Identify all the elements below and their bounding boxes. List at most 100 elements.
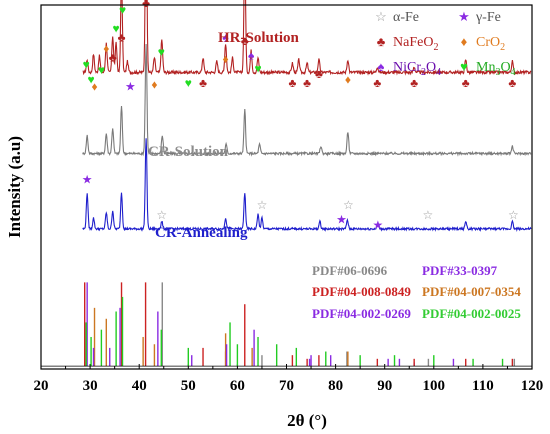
phase-marker: ♥	[254, 61, 261, 75]
phase-marker: ♥	[83, 58, 90, 72]
legend-label-text: O	[426, 60, 436, 75]
legend-label: NiCr2O4	[393, 60, 441, 78]
series-label-part: -Solution	[241, 30, 300, 46]
x-tick-label: 30	[83, 378, 98, 394]
series-label-part: CR	[155, 225, 177, 241]
phase-marker: ♣	[373, 76, 381, 90]
legend-label-sub: 4	[436, 67, 441, 78]
legend-label: CrO2	[476, 35, 505, 53]
legend-label-text: γ-Fe	[475, 10, 501, 25]
phase-marker: ★	[372, 218, 383, 232]
phase-marker: ★	[125, 80, 136, 94]
legend-label: α-Fe	[393, 10, 419, 25]
phase-marker: ♦	[223, 52, 229, 66]
legend-symbol: ♦	[461, 34, 468, 49]
phase-marker: ☆	[257, 198, 268, 212]
x-tick-label: 110	[472, 378, 494, 394]
x-tick-label: 100	[423, 378, 446, 394]
legend-label: γ-Fe	[475, 10, 501, 25]
series-label-part: CR	[148, 144, 170, 160]
x-tick-label: 40	[132, 378, 147, 394]
legend-label: NaFeO2	[393, 35, 438, 53]
phase-marker: ♣	[199, 76, 207, 90]
reference-label: PDF#06-0696	[312, 263, 388, 278]
legend-label-text: Mn	[476, 60, 495, 75]
phase-marker: ♠	[222, 30, 229, 44]
phase-marker: ☆	[508, 208, 519, 222]
legend-symbol: ★	[458, 9, 470, 24]
phase-marker: ♣	[462, 76, 470, 90]
phase-marker: ♣	[508, 76, 516, 90]
phase-marker: ☆	[423, 208, 434, 222]
phase-markers: ♣♣ ♣♣♣ ♣ ♣♣♣ ♣ ♣ ♣♦♦♦♦♦♠♠♥♥♥♥♥♥♥♥★★★ ★☆☆ ☆☆ ☆	[82, 0, 519, 232]
reference-label: PDF#04-002-0025	[422, 306, 521, 321]
phase-marker: ☆	[156, 208, 167, 222]
x-tick-label: 90	[377, 378, 392, 394]
legend-label-sub: 3	[495, 67, 500, 78]
reference-label: PDF#04-008-0849	[312, 284, 411, 299]
phase-marker: ★	[336, 212, 347, 226]
legend-label-text: α-Fe	[393, 10, 419, 25]
legend-label: Mn3O4	[476, 60, 516, 78]
legend-symbol: ♣	[377, 34, 386, 49]
phase-marker: ♣	[241, 34, 249, 48]
phase-marker: ♣	[288, 76, 296, 90]
xrd-curve	[82, 43, 532, 157]
legend-symbol: ☆	[375, 9, 387, 24]
phase-marker: ♦	[345, 72, 351, 86]
phase-marker: ★	[82, 172, 93, 186]
phase-marker: ♥	[113, 21, 120, 35]
legend-label-sub: 4	[511, 67, 516, 78]
x-tick-label: 20	[34, 378, 49, 394]
phase-marker: ♥	[158, 45, 165, 59]
legend-label-text: O	[500, 60, 510, 75]
phase-marker: ☆	[343, 198, 354, 212]
x-tick-label: 80	[328, 378, 343, 394]
phase-marker: ♥	[119, 3, 126, 17]
legend-label-text: NaFeO	[393, 35, 433, 50]
legend-label-sub: 2	[500, 42, 505, 53]
legend-label-sub: 2	[421, 67, 426, 78]
phase-marker: ♥	[88, 72, 95, 86]
phase-marker: ♠	[248, 49, 255, 63]
legend-label-text: NiCr	[393, 60, 421, 75]
x-tick-label: 70	[279, 378, 294, 394]
phase-legend: ☆ α-Fe ★ γ-Fe♣ NaFeO2 ♦ CrO2♠ NiCr2O4 ♥ Mn3O4	[375, 9, 515, 78]
reference-label: PDF#04-007-0354	[422, 284, 521, 299]
series-label-part: -Annealing	[177, 225, 248, 241]
reference-label: PDF#04-002-0269	[312, 306, 411, 321]
legend-symbol: ♠	[378, 59, 385, 74]
phase-marker: ♦	[151, 78, 157, 92]
series-label: CR-Solution	[148, 144, 229, 160]
x-tick-label: 50	[181, 378, 196, 394]
x-tick-label: 120	[521, 378, 544, 394]
reference-sticks	[41, 282, 532, 367]
phase-marker: ♦	[91, 80, 97, 94]
series-label-part: -Solution	[170, 144, 229, 160]
y-axis-label: Intensity (a.u)	[5, 136, 24, 238]
legend-symbol: ♥	[460, 59, 468, 74]
x-tick-label: 60	[230, 378, 245, 394]
reference-labels: PDF#06-0696 PDF#33-0397 PDF#04-008-0849 PDF…	[312, 263, 521, 321]
phase-marker: ♣	[303, 76, 311, 90]
xrd-curve	[82, 0, 532, 76]
phase-marker: ♥	[185, 76, 192, 90]
phase-marker: ♣	[118, 30, 126, 44]
series-label: CR-Annealing	[155, 225, 248, 241]
series-label: HR-Solution	[218, 30, 300, 46]
x-axis-label: 2θ (°)	[287, 411, 327, 430]
x-axis-ticks: 20 30 40 50 60 70 80 90 100 110 120	[34, 364, 544, 394]
plot-frame	[40, 4, 533, 370]
reference-label: PDF#33-0397	[422, 263, 498, 278]
phase-marker: ♣	[315, 67, 323, 81]
xrd-curve	[82, 138, 532, 232]
xrd-patterns	[82, 0, 532, 232]
phase-marker: ♦	[103, 41, 109, 55]
legend-label-text: CrO	[476, 35, 500, 50]
phase-marker: ♥	[98, 63, 105, 77]
series-label-part: HR	[218, 30, 241, 46]
phase-marker: ♣	[410, 76, 418, 90]
legend-label-sub: 2	[433, 42, 438, 53]
